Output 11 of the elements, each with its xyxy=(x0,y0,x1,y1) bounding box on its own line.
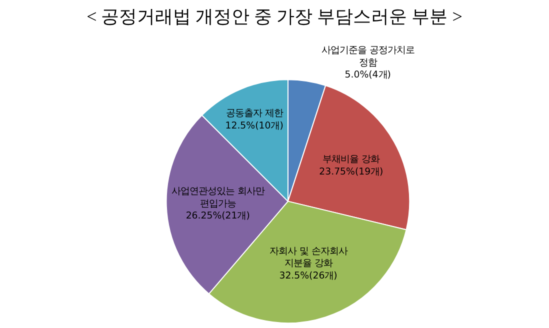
data-label: 32.5%(26개) xyxy=(279,270,338,282)
chart-title: < 공정거래법 개정안 중 가장 부담스러운 부분 > xyxy=(86,6,462,26)
slice-label: 자회사 및 손자회사 지분율 강화 xyxy=(269,246,348,270)
data-label: 5.0%(4개) xyxy=(344,70,391,81)
slice-label: 사업기준을 공정가치로 정함 xyxy=(321,45,414,68)
slice-label: 공동출자 제한 xyxy=(226,108,283,120)
slice-label: 부채비율 강화 xyxy=(322,154,380,166)
data-label: 23.75%(19개) xyxy=(319,166,384,178)
slice-label: 사업연관성있는 회사만 편입가능 xyxy=(171,186,264,210)
data-label: 26.25%(21개) xyxy=(186,210,250,222)
data-label: 12.5%(10개) xyxy=(225,120,284,132)
